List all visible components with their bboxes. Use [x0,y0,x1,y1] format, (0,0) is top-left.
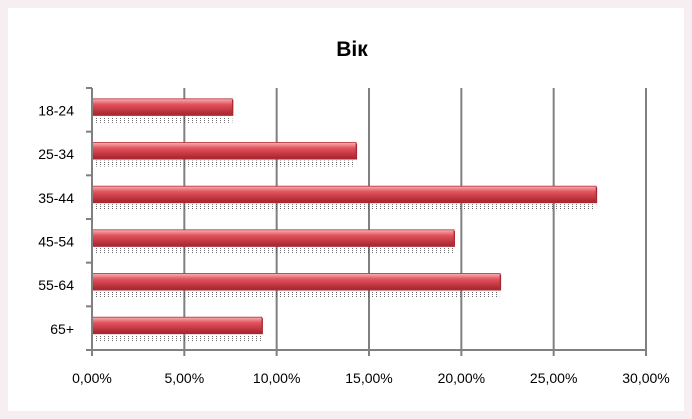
grid-layer [183,88,647,350]
bar-35-44 [91,185,597,203]
category-label: 35-44 [38,190,74,206]
age-bar-chart: Вік 18-24 25-34 35-44 45-54 55-64 65+ 0,00% 5,0… [38,38,670,386]
x-tick-label: 5,00% [164,370,204,386]
bar-reflection [94,204,597,211]
x-tick-label: 0,00% [72,370,112,386]
x-tick-label: 10,00% [253,370,300,386]
bar-55-64 [91,273,501,290]
chart-panel: Вік 18-24 25-34 35-44 45-54 55-64 65+ 0,00% 5,0… [8,8,684,411]
bar-45-54 [91,229,455,247]
category-label: 25-34 [38,146,74,162]
bar-65+ [91,316,263,334]
bar-reflection [94,160,357,167]
label-layer: 18-24 25-34 35-44 45-54 55-64 65+ 0,00% 5,00% 10… [38,103,670,386]
bar-layer [91,98,598,342]
bar-reflection [94,335,262,342]
category-label: 55-64 [38,277,74,293]
x-tick-label: 30,00% [622,370,669,386]
category-label: 18-24 [38,103,74,119]
bar-reflection [94,291,501,298]
bar-reflection [94,247,454,254]
bar-25-34 [91,142,357,159]
x-tick-label: 15,00% [345,370,392,386]
bar-18-24 [91,98,233,116]
category-label: 65+ [50,321,74,337]
x-tick-label: 20,00% [438,370,485,386]
chart-title: Вік [336,38,368,61]
bar-reflection [94,116,233,123]
x-tick-label: 25,00% [530,370,577,386]
axis-layer [86,87,647,356]
category-label: 45-54 [38,234,74,250]
